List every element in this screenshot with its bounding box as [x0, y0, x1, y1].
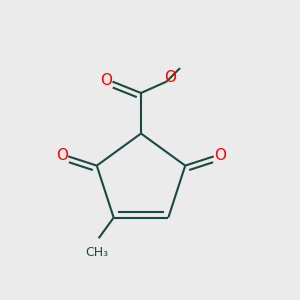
Text: O: O — [214, 148, 226, 163]
Text: O: O — [100, 73, 112, 88]
Text: CH₃: CH₃ — [85, 246, 109, 259]
Text: O: O — [164, 70, 176, 86]
Text: O: O — [56, 148, 68, 163]
